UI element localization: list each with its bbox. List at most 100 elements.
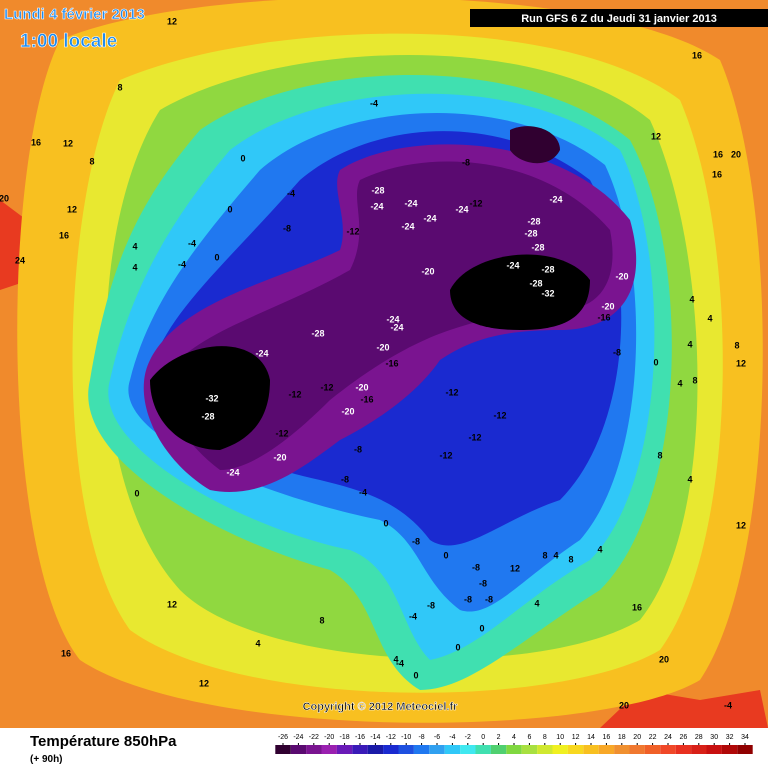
- valid-date: Lundi 4 février 2013: [4, 6, 145, 23]
- contour-label: 12: [167, 16, 177, 26]
- contour-label: 20: [619, 700, 629, 710]
- contour-label: 4: [677, 378, 682, 388]
- colorbar-swatch: [521, 745, 538, 754]
- colorbar-label: 14: [587, 734, 595, 741]
- colorbar-swatch: [691, 745, 707, 754]
- colorbar-swatch: [367, 745, 384, 754]
- colorbar-label: -16: [355, 734, 365, 741]
- contour-label: 8: [568, 554, 573, 564]
- colorbar-swatch: [460, 745, 476, 754]
- colorbar-label: 16: [603, 734, 611, 741]
- colorbar-swatch: [321, 745, 337, 754]
- colorbar-swatch: [644, 745, 661, 754]
- colorbar-swatch: [306, 745, 322, 754]
- contour-label: -8: [479, 578, 487, 588]
- colorbar: -26 -24 -22 -20 -18 -16 -14 -12 -10 -8 -6 -4 -2 0 2 4 6 8…: [275, 734, 753, 754]
- contour-label: -8: [354, 444, 362, 454]
- colorbar-label: -8: [418, 734, 424, 741]
- colorbar-label: -12: [386, 734, 396, 741]
- colorbar-swatch: [737, 745, 753, 754]
- colorbar-label: 24: [664, 734, 672, 741]
- contour-label: 8: [319, 615, 324, 625]
- contour-label: -20: [355, 382, 368, 392]
- cold-core: [510, 126, 560, 164]
- colorbar-label: 32: [726, 734, 734, 741]
- contour-label: 16: [692, 50, 702, 60]
- contour-label: -24: [404, 198, 417, 208]
- colorbar-swatch: [583, 745, 599, 754]
- contour-label: -8: [283, 223, 291, 233]
- copyright: Copyright © 2012 Meteociel.fr: [303, 701, 459, 713]
- contour-label: -12: [469, 198, 482, 208]
- contour-label: 0: [134, 488, 139, 498]
- colorbar-label: 6: [527, 734, 531, 741]
- contour-label: -12: [445, 387, 458, 397]
- contour-label: 0: [479, 623, 484, 633]
- temperature-field: [0, 0, 768, 728]
- contour-label: -28: [529, 278, 542, 288]
- contour-label: -12: [288, 389, 301, 399]
- contour-label: 0: [240, 153, 245, 163]
- contour-label: 0: [455, 642, 460, 652]
- colorbar-swatch: [475, 745, 491, 754]
- colorbar-label: 10: [556, 734, 564, 741]
- contour-label: 4: [707, 313, 712, 323]
- contour-label: 20: [0, 193, 9, 203]
- contour-label: 20: [659, 654, 669, 664]
- contour-label: -28: [531, 242, 544, 252]
- colorbar-label: 34: [741, 734, 749, 741]
- contour-label: -24: [455, 204, 468, 214]
- colorbar-swatch: [336, 745, 353, 754]
- colorbar-label: -20: [324, 734, 334, 741]
- band-m24: [167, 161, 613, 470]
- contour-label: -12: [468, 432, 481, 442]
- colorbar-label: 12: [572, 734, 580, 741]
- contour-label: 16: [713, 149, 723, 159]
- contour-label: -4: [724, 700, 732, 710]
- contour-label: -16: [385, 358, 398, 368]
- contour-label: 0: [413, 670, 418, 680]
- contour-label: 12: [63, 138, 73, 148]
- colorbar-label: 4: [512, 734, 516, 741]
- colorbar-label: 28: [695, 734, 703, 741]
- contour-label: -20: [273, 452, 286, 462]
- colorbar-swatch: [567, 745, 584, 754]
- contour-label: 16: [632, 602, 642, 612]
- run-box: [470, 9, 768, 27]
- colorbar-swatch: [506, 745, 522, 754]
- cold-core: [450, 254, 590, 330]
- contour-label: -12: [346, 226, 359, 236]
- field-title: Température 850hPa: [30, 733, 177, 750]
- colorbar-swatch: [352, 745, 368, 754]
- colorbar-label: 8: [543, 734, 547, 741]
- contour-label: -20: [376, 342, 389, 352]
- contour-label: -8: [341, 474, 349, 484]
- contour-label: 0: [227, 204, 232, 214]
- contour-label: -12: [493, 410, 506, 420]
- contour-label: -4: [359, 487, 367, 497]
- contour-label: -28: [311, 328, 324, 338]
- contour-label: -12: [320, 382, 333, 392]
- contour-label: -20: [421, 266, 434, 276]
- colorbar-label: -24: [293, 734, 303, 741]
- contour-label: -4: [370, 98, 378, 108]
- colorbar-swatch: [552, 745, 568, 754]
- contour-label: 4: [255, 638, 260, 648]
- contour-label: -28: [527, 216, 540, 226]
- colorbar-label: -14: [370, 734, 380, 741]
- contour-label: 16: [59, 230, 69, 240]
- contour-label: -4: [287, 188, 295, 198]
- contour-label: -28: [371, 185, 384, 195]
- contour-label: -20: [615, 271, 628, 281]
- contour-label: 4: [393, 654, 398, 664]
- contour-label: -28: [201, 411, 214, 421]
- contour-label: 16: [31, 137, 41, 147]
- colorbar-swatch: [537, 745, 553, 754]
- contour-label: 8: [542, 550, 547, 560]
- contour-label: -24: [423, 213, 436, 223]
- contour-label: 12: [67, 204, 77, 214]
- contour-label: 0: [383, 518, 388, 528]
- contour-label: -24: [226, 467, 239, 477]
- contour-labels: -32-28-24-24-28-12-12 -20-16-20-12-20-8-8…: [0, 16, 746, 710]
